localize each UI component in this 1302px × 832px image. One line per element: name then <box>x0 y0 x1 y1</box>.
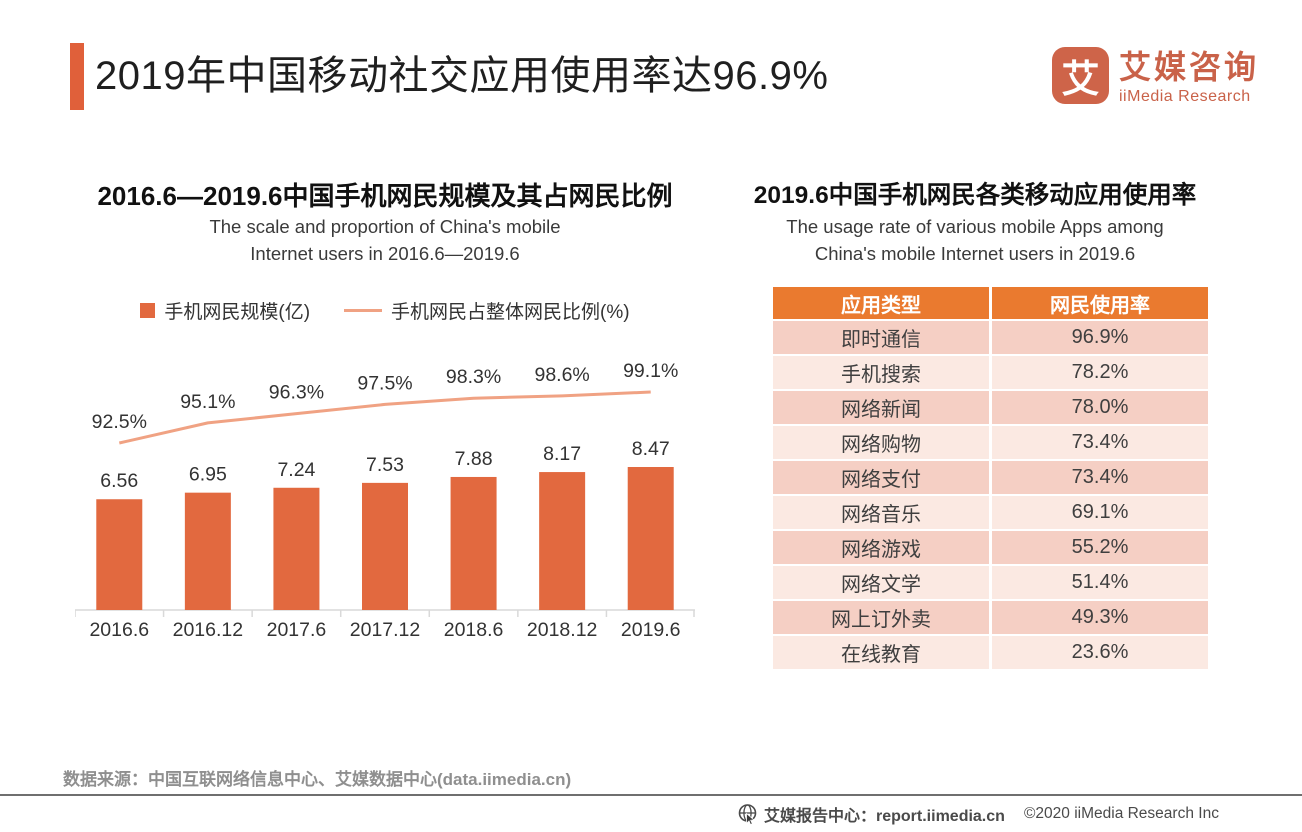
app-type-cell: 网络购物 <box>770 424 992 461</box>
title-accent-bar <box>70 43 84 110</box>
usage-rate-cell: 73.4% <box>989 424 1211 461</box>
table-row: 网络游戏 55.2% <box>770 529 1211 566</box>
iimedia-logo-icon: 艾 <box>1052 47 1109 104</box>
legend-line-label: 手机网民占整体网民比例(%) <box>391 302 630 323</box>
x-axis-label: 2019.6 <box>621 619 681 641</box>
bar-value-label: 8.17 <box>543 443 581 465</box>
usage-rate-cell: 78.0% <box>989 389 1211 426</box>
bar-value-label: 6.56 <box>100 470 138 492</box>
table-row: 网络音乐 69.1% <box>770 494 1211 531</box>
line-value-label: 98.3% <box>446 366 501 388</box>
x-axis-label: 2016.6 <box>89 619 149 641</box>
bar-2016.12 <box>184 492 231 610</box>
right-table-subtitle-line1: The usage rate of various mobile Apps am… <box>786 216 1164 237</box>
app-usage-table: 应用类型 网民使用率 即时通信 96.9% 手机搜索 78.2% 网络新闻 78.0% 网络… <box>770 287 1211 671</box>
app-type-cell: 手机搜索 <box>770 354 992 391</box>
left-chart-subtitle-line2: Internet users in 2016.6—2019.6 <box>250 243 520 264</box>
legend-item-bar: 手机网民规模(亿) <box>140 297 310 324</box>
app-type-cell: 网络新闻 <box>770 389 992 426</box>
line-swatch-icon <box>344 309 383 312</box>
column-header-app-type: 应用类型 <box>770 287 992 320</box>
table-row: 网络文学 51.4% <box>770 564 1211 601</box>
app-type-cell: 网上订外卖 <box>770 599 992 636</box>
table-row: 在线教育 23.6% <box>770 634 1211 671</box>
footer-divider <box>0 794 1302 796</box>
bar-line-chart: 6.56 2016.6 6.95 2016.12 7.24 2017.6 7.53 2017.… <box>75 360 695 641</box>
iimedia-logo: 艾 艾媒咨询 iiMedia Research <box>1052 47 1259 106</box>
bar-swatch-icon <box>140 303 156 318</box>
line-value-label: 92.5% <box>92 411 147 433</box>
line-value-label: 97.5% <box>357 372 412 394</box>
footer-report-center: 艾媒报告中心：report.iimedia.cn <box>737 802 1005 826</box>
bar-2017.6 <box>273 487 320 610</box>
bar-value-label: 7.88 <box>455 448 493 470</box>
bar-2017.12 <box>362 482 408 610</box>
logo-glyph: 艾 <box>1061 59 1100 101</box>
left-chart-title: 2016.6—2019.6中国手机网民规模及其占网民比例 <box>97 181 673 211</box>
usage-rate-cell: 96.9% <box>989 319 1211 356</box>
right-table-title: 2019.6中国手机网民各类移动应用使用率 <box>753 182 1197 209</box>
right-table-subtitle-line2: China's mobile Internet users in 2019.6 <box>814 243 1136 264</box>
bar-value-label: 6.95 <box>189 464 227 486</box>
globe-cursor-icon <box>738 803 757 825</box>
column-header-usage-rate: 网民使用率 <box>989 287 1211 320</box>
logo-name-cn: 艾媒咨询 <box>1119 49 1260 85</box>
proportion-line <box>118 390 651 445</box>
bar-value-label: 7.53 <box>366 454 404 476</box>
app-type-cell: 即时通信 <box>770 319 992 356</box>
right-table-subtitle: The usage rate of various mobile Apps am… <box>735 213 1215 267</box>
left-chart-subtitle: The scale and proportion of China's mobi… <box>75 213 695 267</box>
bar-2018.12 <box>539 472 586 610</box>
usage-rate-cell: 73.4% <box>989 459 1211 496</box>
table-row: 手机搜索 78.2% <box>770 354 1211 391</box>
usage-rate-cell: 23.6% <box>989 634 1211 671</box>
left-chart-subtitle-line1: The scale and proportion of China's mobi… <box>209 216 561 237</box>
usage-rate-cell: 78.2% <box>989 354 1211 391</box>
table-row: 网上订外卖 49.3% <box>770 599 1211 636</box>
bar-2019.6 <box>627 467 674 610</box>
logo-text: 艾媒咨询 iiMedia Research <box>1119 47 1259 106</box>
usage-rate-cell: 55.2% <box>989 529 1211 566</box>
app-type-cell: 网络文学 <box>770 564 992 601</box>
x-axis-label: 2018.6 <box>444 619 504 641</box>
app-type-cell: 网络音乐 <box>770 494 992 531</box>
line-value-label: 98.6% <box>534 364 589 386</box>
line-value-label: 99.1% <box>623 360 678 382</box>
bar-value-label: 7.24 <box>277 459 315 481</box>
copyright-text: ©2020 iiMedia Research Inc <box>1024 805 1219 822</box>
app-type-cell: 网络游戏 <box>770 529 992 566</box>
app-type-cell: 在线教育 <box>770 634 992 671</box>
x-axis-label: 2016.12 <box>173 619 244 641</box>
legend-bar-label: 手机网民规模(亿) <box>164 302 311 323</box>
line-value-label: 95.1% <box>180 391 235 413</box>
legend-item-line: 手机网民占整体网民比例(%) <box>344 297 630 324</box>
x-axis-label: 2017.12 <box>350 619 421 641</box>
usage-rate-cell: 49.3% <box>989 599 1211 636</box>
table-row: 网络新闻 78.0% <box>770 389 1211 426</box>
app-type-cell: 网络支付 <box>770 459 992 496</box>
x-axis-label: 2018.12 <box>527 619 598 641</box>
bar-value-label: 8.47 <box>632 438 670 460</box>
report-center-text: 艾媒报告中心：report.iimedia.cn <box>764 808 1005 825</box>
usage-rate-cell: 69.1% <box>989 494 1211 531</box>
table-row: 即时通信 96.9% <box>770 319 1211 356</box>
line-value-label: 96.3% <box>269 382 324 404</box>
table-header-row: 应用类型 网民使用率 <box>770 287 1211 320</box>
page-title: 2019年中国移动社交应用使用率达96.9% <box>95 54 829 98</box>
usage-rate-cell: 51.4% <box>989 564 1211 601</box>
data-source-note: 数据来源：中国互联网络信息中心、艾媒数据中心(data.iimedia.cn) <box>63 770 572 789</box>
logo-name-en: iiMedia Research <box>1119 88 1251 105</box>
bar-2016.6 <box>96 499 143 610</box>
table-row: 网络购物 73.4% <box>770 424 1211 461</box>
table-row: 网络支付 73.4% <box>770 459 1211 496</box>
chart-legend: 手机网民规模(亿) 手机网民占整体网民比例(%) <box>75 297 695 324</box>
x-axis-label: 2017.6 <box>267 619 327 641</box>
bar-2018.6 <box>450 476 497 610</box>
